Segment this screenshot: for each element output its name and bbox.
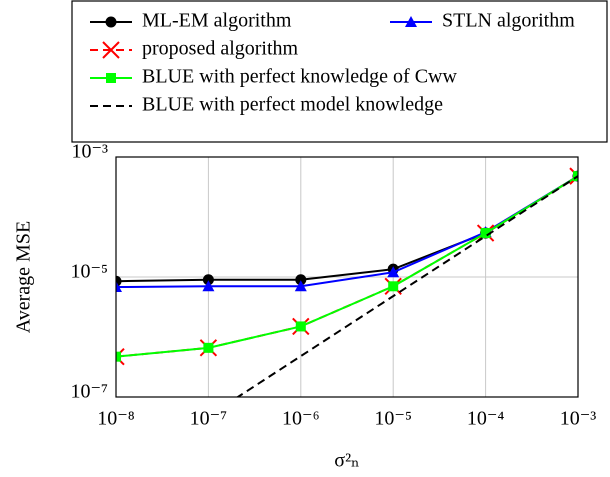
y-tick-label: 10⁻³ — [71, 141, 108, 163]
series-line — [236, 175, 578, 397]
marker — [388, 281, 399, 292]
x-tick-label: 10⁻⁶ — [282, 408, 320, 430]
marker — [202, 274, 214, 286]
x-tick-label: 10⁻⁷ — [190, 408, 228, 430]
legend-label: BLUE with perfect knowledge of Cww — [142, 66, 457, 88]
marker — [480, 228, 491, 239]
x-tick-label: 10⁻³ — [560, 408, 597, 430]
legend-label: ML-EM algorithm — [142, 10, 292, 32]
legend-marker — [102, 41, 120, 59]
x-tick-label: 10⁻⁸ — [97, 408, 135, 430]
x-axis-label: σ²ₙ — [334, 450, 359, 472]
plot-area — [116, 167, 578, 397]
marker — [387, 266, 400, 278]
grid — [115, 156, 579, 398]
y-tick-label: 10⁻⁷ — [70, 381, 108, 403]
x-tick-label: 10⁻⁵ — [374, 408, 412, 430]
y-axis-label: Average MSE — [13, 221, 35, 333]
marker — [295, 274, 307, 286]
axes-frame — [115, 156, 579, 398]
marker — [203, 342, 214, 353]
marker — [116, 281, 122, 293]
legend-marker — [405, 16, 417, 27]
series-line — [116, 175, 578, 358]
marker — [573, 171, 578, 182]
legend-marker — [105, 16, 117, 28]
marker — [569, 167, 578, 185]
marker — [202, 280, 215, 292]
y-tick-label: 10⁻⁵ — [70, 261, 108, 283]
series-line — [116, 175, 578, 358]
marker — [116, 351, 121, 362]
marker — [294, 280, 307, 292]
marker — [295, 321, 306, 332]
legend-label: proposed algorithm — [142, 38, 299, 60]
x-tick-label: 10⁻⁴ — [467, 408, 505, 430]
legend-label: STLN algorithm — [442, 10, 575, 32]
series-line — [116, 175, 578, 283]
series-line — [116, 175, 578, 289]
legend-marker — [106, 73, 116, 83]
legend-label: BLUE with perfect model knowledge — [142, 94, 443, 116]
marker — [116, 347, 125, 366]
legend-box — [71, 0, 608, 143]
